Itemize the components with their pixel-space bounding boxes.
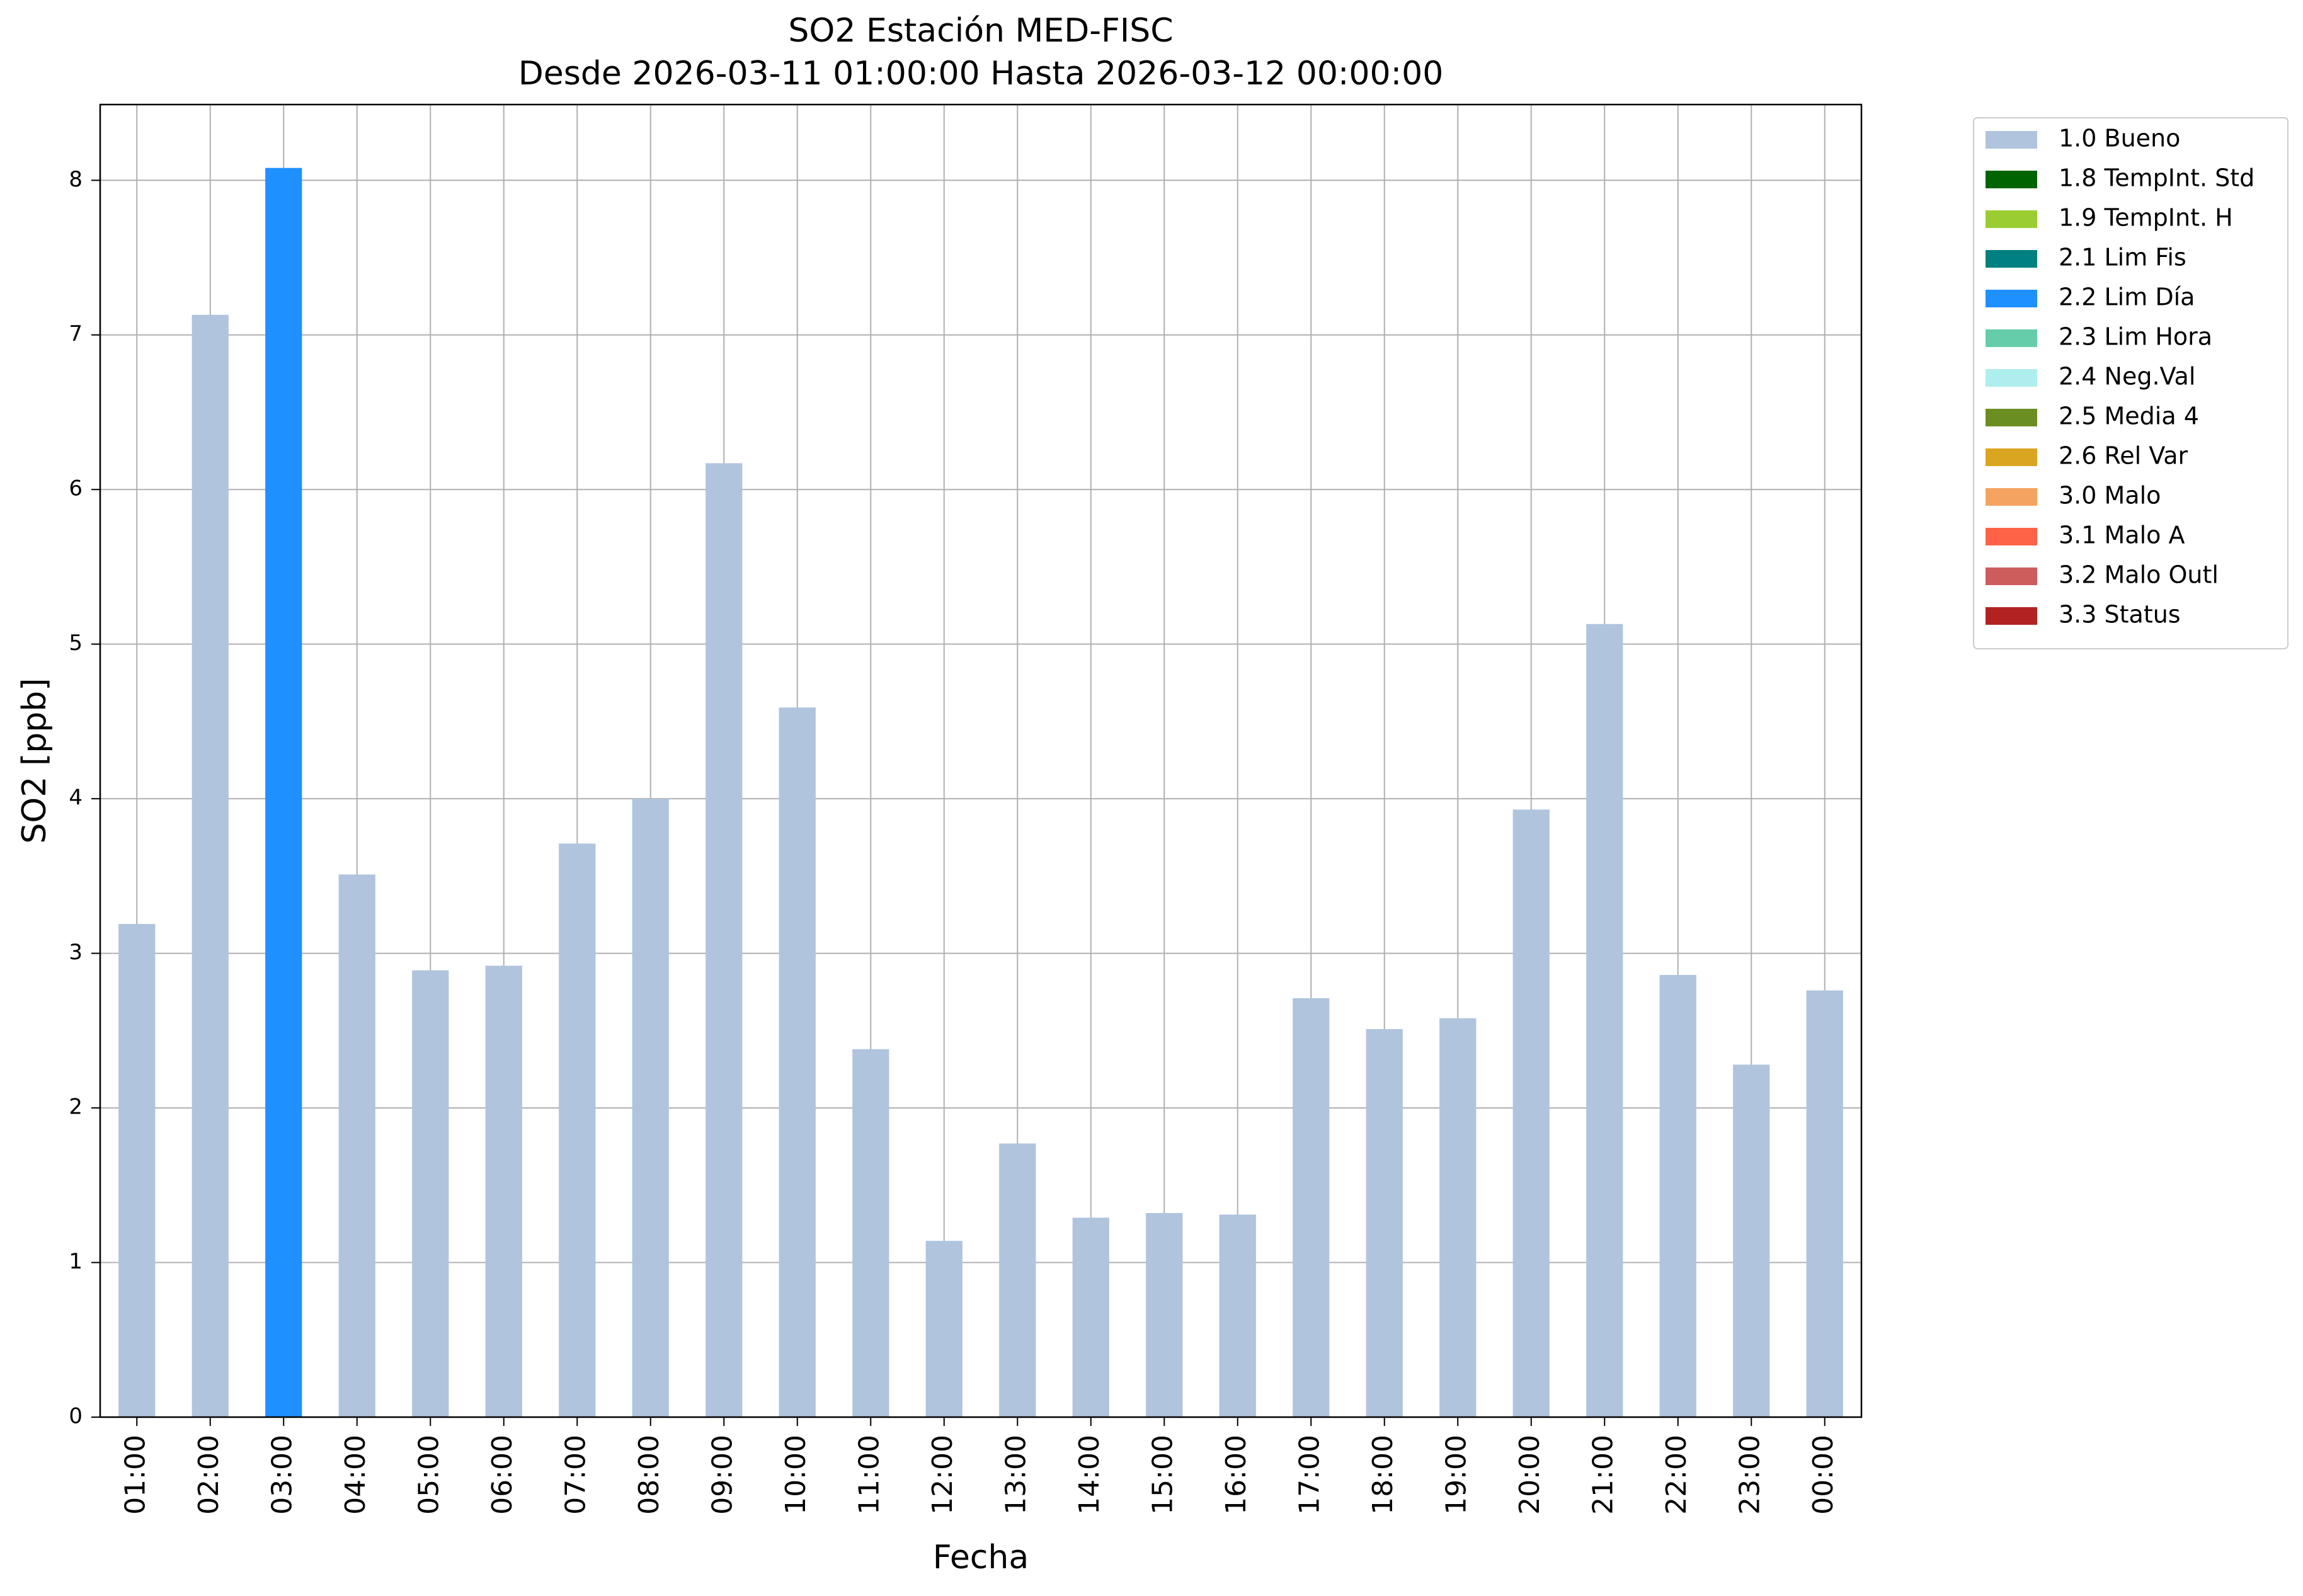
bar bbox=[338, 874, 375, 1417]
x-tick-label: 06:00 bbox=[486, 1435, 518, 1515]
y-tick-label: 2 bbox=[69, 1095, 83, 1120]
legend-label: 2.4 Neg.Val bbox=[2059, 363, 2195, 390]
x-tick-label: 00:00 bbox=[1807, 1435, 1839, 1515]
x-tick-label: 01:00 bbox=[119, 1435, 151, 1515]
bar bbox=[852, 1049, 889, 1417]
legend-box bbox=[1973, 117, 2289, 649]
bar bbox=[706, 463, 743, 1417]
bar bbox=[1512, 809, 1550, 1417]
x-tick-label: 21:00 bbox=[1587, 1435, 1619, 1515]
x-tick-label: 08:00 bbox=[633, 1435, 665, 1515]
bar bbox=[1219, 1214, 1256, 1417]
x-tick-label: 13:00 bbox=[1000, 1435, 1032, 1515]
x-tick-label: 10:00 bbox=[780, 1435, 812, 1515]
legend-label: 1.8 TempInt. Std bbox=[2059, 164, 2254, 192]
bar bbox=[925, 1241, 963, 1417]
chart-title: SO2 Estación MED-FISC bbox=[788, 12, 1173, 50]
legend-label: 1.9 TempInt. H bbox=[2059, 204, 2233, 232]
x-tick-label: 19:00 bbox=[1440, 1435, 1472, 1515]
legend-label: 2.3 Lim Hora bbox=[2059, 323, 2212, 351]
x-tick-label: 05:00 bbox=[413, 1435, 445, 1515]
y-tick-label: 6 bbox=[69, 476, 83, 501]
bar bbox=[1733, 1064, 1770, 1417]
x-tick-label: 20:00 bbox=[1514, 1435, 1546, 1515]
y-axis-label: SO2 [ppb] bbox=[16, 678, 54, 843]
y-tick-label: 4 bbox=[69, 785, 83, 811]
bar bbox=[1072, 1217, 1109, 1417]
bar bbox=[265, 168, 302, 1417]
legend-swatch bbox=[1986, 210, 2037, 228]
y-tick-label: 0 bbox=[69, 1404, 83, 1429]
legend-swatch bbox=[1986, 329, 2037, 347]
bar bbox=[632, 799, 669, 1417]
legend-swatch bbox=[1986, 369, 2037, 387]
x-tick-label: 12:00 bbox=[927, 1435, 959, 1515]
chart-subtitle: Desde 2026-03-11 01:00:00 Hasta 2026-03-… bbox=[518, 55, 1444, 93]
x-tick-label: 23:00 bbox=[1734, 1435, 1766, 1515]
legend-swatch bbox=[1986, 131, 2037, 149]
x-tick-label: 15:00 bbox=[1146, 1435, 1179, 1515]
legend-label: 2.6 Rel Var bbox=[2059, 442, 2188, 470]
plot-frame bbox=[99, 103, 1863, 1418]
x-tick-label: 09:00 bbox=[706, 1435, 738, 1515]
bar bbox=[1586, 624, 1623, 1418]
legend-label: 3.3 Status bbox=[2059, 601, 2181, 629]
x-tick-label: 07:00 bbox=[559, 1435, 591, 1515]
bar bbox=[1439, 1018, 1477, 1417]
bar bbox=[412, 970, 449, 1417]
bar bbox=[1146, 1212, 1183, 1417]
y-tick-label: 8 bbox=[69, 167, 83, 192]
bar bbox=[559, 843, 596, 1417]
x-tick-label: 02:00 bbox=[193, 1435, 225, 1515]
legend-label: 1.0 Bueno bbox=[2059, 125, 2180, 152]
legend-label: 2.1 Lim Fis bbox=[2059, 244, 2186, 271]
x-axis-label: Fecha bbox=[933, 1539, 1029, 1576]
legend-label: 2.2 Lim Día bbox=[2059, 283, 2195, 311]
legend-swatch bbox=[1986, 409, 2037, 426]
y-tick-label: 7 bbox=[69, 321, 83, 346]
legend-swatch bbox=[1986, 567, 2037, 585]
bar bbox=[999, 1143, 1036, 1417]
legend-swatch bbox=[1986, 290, 2037, 307]
x-tick-label: 18:00 bbox=[1367, 1435, 1399, 1515]
bar bbox=[1659, 974, 1696, 1417]
y-tick-label: 3 bbox=[69, 940, 83, 965]
legend-swatch bbox=[1986, 607, 2037, 625]
legend-label: 3.0 Malo bbox=[2059, 482, 2161, 510]
bar bbox=[1806, 990, 1843, 1417]
legend-swatch bbox=[1986, 448, 2037, 466]
legend-swatch bbox=[1986, 528, 2037, 545]
bar bbox=[1366, 1029, 1403, 1417]
bar bbox=[779, 707, 816, 1417]
x-tick-label: 11:00 bbox=[853, 1435, 885, 1515]
legend-label: 3.2 Malo Outl bbox=[2059, 561, 2219, 589]
x-tick-label: 16:00 bbox=[1220, 1435, 1252, 1515]
legend-label: 2.5 Media 4 bbox=[2059, 402, 2199, 430]
legend-swatch bbox=[1986, 171, 2037, 188]
x-tick-label: 14:00 bbox=[1073, 1435, 1106, 1515]
x-tick-label: 04:00 bbox=[340, 1435, 372, 1515]
bar bbox=[191, 314, 229, 1417]
y-tick-label: 1 bbox=[69, 1249, 83, 1274]
legend-label: 3.1 Malo A bbox=[2059, 522, 2185, 549]
bar bbox=[118, 923, 156, 1417]
x-tick-label: 22:00 bbox=[1660, 1435, 1693, 1515]
bars bbox=[118, 168, 1843, 1418]
y-tick-label: 5 bbox=[69, 630, 83, 656]
x-tick-label: 17:00 bbox=[1293, 1435, 1325, 1515]
legend-swatch bbox=[1986, 250, 2037, 268]
x-tick-label: 03:00 bbox=[266, 1435, 298, 1515]
bar bbox=[1293, 998, 1330, 1417]
bar bbox=[485, 966, 522, 1417]
legend-swatch bbox=[1986, 488, 2037, 506]
